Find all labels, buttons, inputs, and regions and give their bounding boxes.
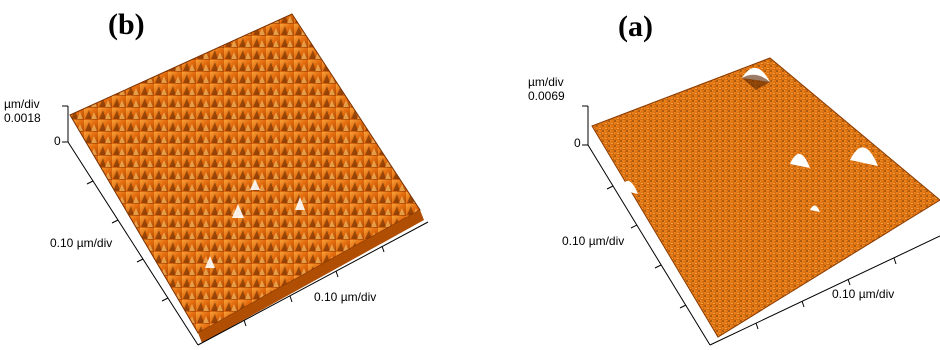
panel-label-b: (b) xyxy=(108,8,145,41)
z-axis-unit-b: µm/div xyxy=(4,97,40,111)
z-axis-unit-a: µm/div xyxy=(528,75,564,89)
afm-surface-b xyxy=(62,13,429,346)
afm-panel-b: (b) µm/div 0.0018 0 0.10 µm/div 0.10 µm/… xyxy=(4,8,429,346)
afm-surface-a xyxy=(582,57,940,346)
x-axis-label-b: 0.10 µm/div xyxy=(314,290,377,304)
z-axis-zero-b: 0 xyxy=(54,134,61,148)
x-axis-label-a: 0.10 µm/div xyxy=(832,287,895,301)
panel-label-a: (a) xyxy=(618,10,653,43)
afm-panel-a: (a) µm/div 0.0069 0 0.10 µm/div 0.10 µm/… xyxy=(470,0,940,350)
z-axis-max-a: 0.0069 xyxy=(528,89,565,103)
z-axis-max-b: 0.0018 xyxy=(4,111,41,125)
y-axis-label-a: 0.10 µm/div xyxy=(562,234,625,248)
z-axis-zero-a: 0 xyxy=(574,136,581,150)
y-axis-label-b: 0.10 µm/div xyxy=(50,236,113,250)
